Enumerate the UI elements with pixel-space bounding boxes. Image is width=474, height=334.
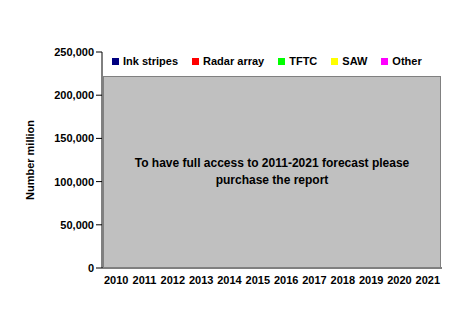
html-text:To have full access to 2011-20: To have full access to 2011-2021 forecas… [134, 156, 410, 187]
html-text:TFTC: TFTC [289, 55, 318, 67]
html-text:Other: Other [392, 55, 422, 67]
svg-text:2021: 2021 [416, 274, 440, 286]
svg-text:2015: 2015 [246, 274, 270, 286]
svg-text:50,000: 50,000 [60, 219, 94, 231]
svg-text:2020: 2020 [387, 274, 411, 286]
svg-text:100,000: 100,000 [54, 176, 94, 188]
svg-text:2011: 2011 [133, 274, 157, 286]
svg-text:2018: 2018 [331, 274, 355, 286]
svg-text:2013: 2013 [189, 274, 213, 286]
svg-text:150,000: 150,000 [54, 132, 94, 144]
svg-text:2019: 2019 [359, 274, 383, 286]
svg-text:2016: 2016 [274, 274, 298, 286]
svg-text:Number million: Number million [24, 120, 36, 200]
svg-text:200,000: 200,000 [54, 89, 94, 101]
svg-text:250,000: 250,000 [54, 46, 94, 58]
svg-text:2017: 2017 [302, 274, 326, 286]
svg-text:2010: 2010 [104, 274, 128, 286]
svg-text:0: 0 [88, 262, 94, 274]
html-text:SAW: SAW [342, 55, 368, 67]
svg-text:2012: 2012 [161, 274, 185, 286]
html-text:Radar array: Radar array [203, 55, 265, 67]
svg-text:2014: 2014 [217, 274, 242, 286]
html-text:Ink stripes: Ink stripes [123, 55, 178, 67]
